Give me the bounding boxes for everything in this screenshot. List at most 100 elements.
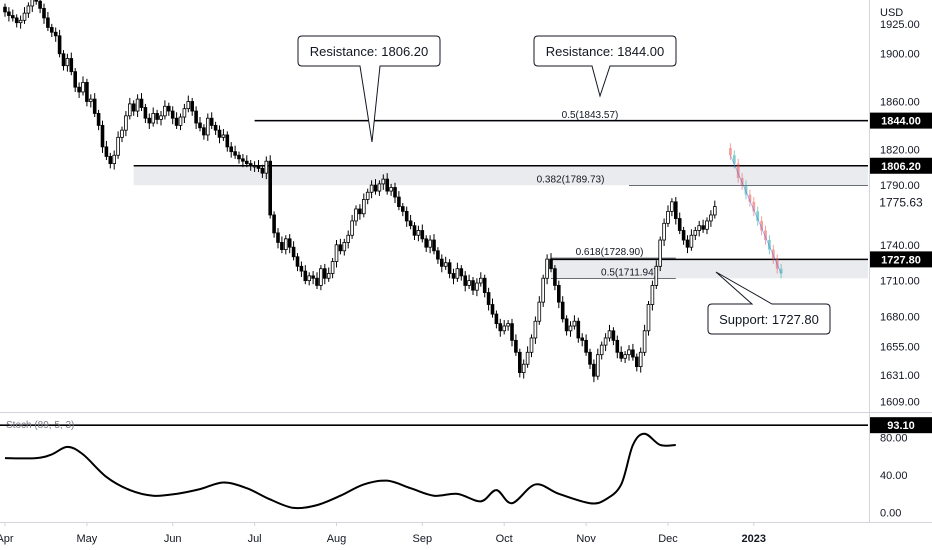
candle-body	[170, 110, 175, 119]
candle-body	[225, 134, 230, 148]
time-tick-label: Oct	[496, 533, 513, 545]
candle-body	[147, 117, 152, 124]
price-tick-label: 1680.00	[880, 311, 920, 323]
candle-body	[420, 230, 425, 240]
candle-body	[42, 7, 46, 19]
projection-candle-body	[744, 185, 748, 195]
candle-body	[677, 218, 682, 231]
candle-body	[342, 242, 347, 252]
candle-body	[77, 86, 81, 93]
candle-body	[646, 304, 651, 332]
candle-body	[256, 165, 261, 169]
candle-body	[272, 214, 276, 234]
candle-body	[213, 124, 218, 131]
price-tick-label: 1655.00	[880, 341, 920, 353]
candle-body	[291, 246, 296, 258]
candle-body	[393, 187, 397, 198]
candle-body	[307, 275, 311, 282]
candle-body	[330, 261, 335, 274]
candle-body	[295, 256, 300, 267]
price-tick-label: 1740.00	[880, 240, 920, 252]
candle-body	[439, 258, 444, 267]
price-level-badge	[870, 251, 932, 268]
candle-body	[599, 344, 604, 356]
candle-body	[85, 82, 89, 102]
candle-body	[241, 158, 245, 162]
candle-body	[506, 323, 510, 327]
price-level-badge	[870, 157, 932, 174]
candle-body	[674, 201, 678, 219]
candle-body	[182, 108, 187, 118]
candle-body	[50, 27, 54, 33]
candle-body	[369, 184, 374, 193]
candle-body	[564, 318, 569, 332]
candle-body	[467, 280, 471, 286]
candle-body	[521, 363, 526, 373]
candle-body	[69, 58, 74, 73]
price-tick-label: 1900.00	[880, 49, 920, 61]
stoch-level-badge	[870, 417, 932, 434]
callout-label: Support: 1727.80	[719, 312, 819, 327]
candle-body	[541, 277, 545, 303]
candle-body	[545, 258, 549, 279]
candle-body	[244, 160, 249, 165]
candle-body	[205, 117, 210, 136]
candle-body	[428, 239, 432, 248]
candle-body	[638, 351, 643, 368]
candle-body	[198, 122, 202, 129]
candle-body	[155, 113, 159, 120]
fib-level-label: 0.618(1728.90)	[576, 247, 644, 258]
projection-candle-body	[764, 230, 767, 241]
candle-body	[194, 110, 198, 124]
candle-body	[92, 98, 97, 114]
candle-body	[139, 98, 144, 108]
candle-body	[615, 339, 620, 353]
candle-body	[264, 160, 269, 174]
candle-body	[705, 220, 709, 230]
time-tick-label: 2023	[742, 533, 766, 545]
candle-body	[166, 105, 171, 112]
stoch-tick-label: 0.00	[880, 508, 901, 520]
candle-body	[73, 71, 78, 88]
candle-body	[592, 363, 596, 377]
candle-body	[451, 273, 456, 279]
candle-body	[389, 187, 393, 192]
candle-body	[580, 337, 584, 341]
candle-body	[432, 239, 436, 252]
projection-candle-body	[756, 211, 760, 221]
candle-body	[276, 232, 280, 243]
candle-body	[443, 262, 448, 267]
candle-body	[533, 320, 538, 339]
candle-body	[108, 156, 113, 165]
candle-body	[689, 234, 694, 248]
candle-body	[34, 0, 38, 2]
candle-body	[642, 330, 647, 353]
callout-box	[533, 35, 677, 98]
time-tick-label: Jul	[248, 533, 262, 545]
projection-candle-body	[768, 240, 771, 250]
candle-body	[681, 230, 686, 241]
stoch-series-line	[4, 432, 676, 510]
candle-body	[120, 129, 124, 138]
candle-body	[135, 98, 140, 112]
time-tick-label: Aug	[327, 533, 347, 545]
candle-body	[502, 325, 506, 332]
candle-body	[463, 275, 467, 286]
candle-body	[159, 115, 163, 120]
candle-body	[603, 337, 608, 346]
candle-body	[7, 11, 11, 16]
candle-body	[229, 146, 234, 153]
candle-body	[572, 320, 577, 327]
candle-body	[81, 82, 85, 93]
candle-body	[116, 136, 120, 156]
candle-body	[319, 268, 323, 286]
projection-trend-line	[730, 155, 782, 274]
candle-body	[104, 146, 109, 157]
candle-body	[283, 238, 288, 250]
candle-body	[280, 242, 284, 250]
candle-body	[178, 116, 183, 126]
candle-body	[685, 239, 690, 248]
candle-body	[10, 15, 15, 19]
candle-body	[346, 234, 350, 243]
